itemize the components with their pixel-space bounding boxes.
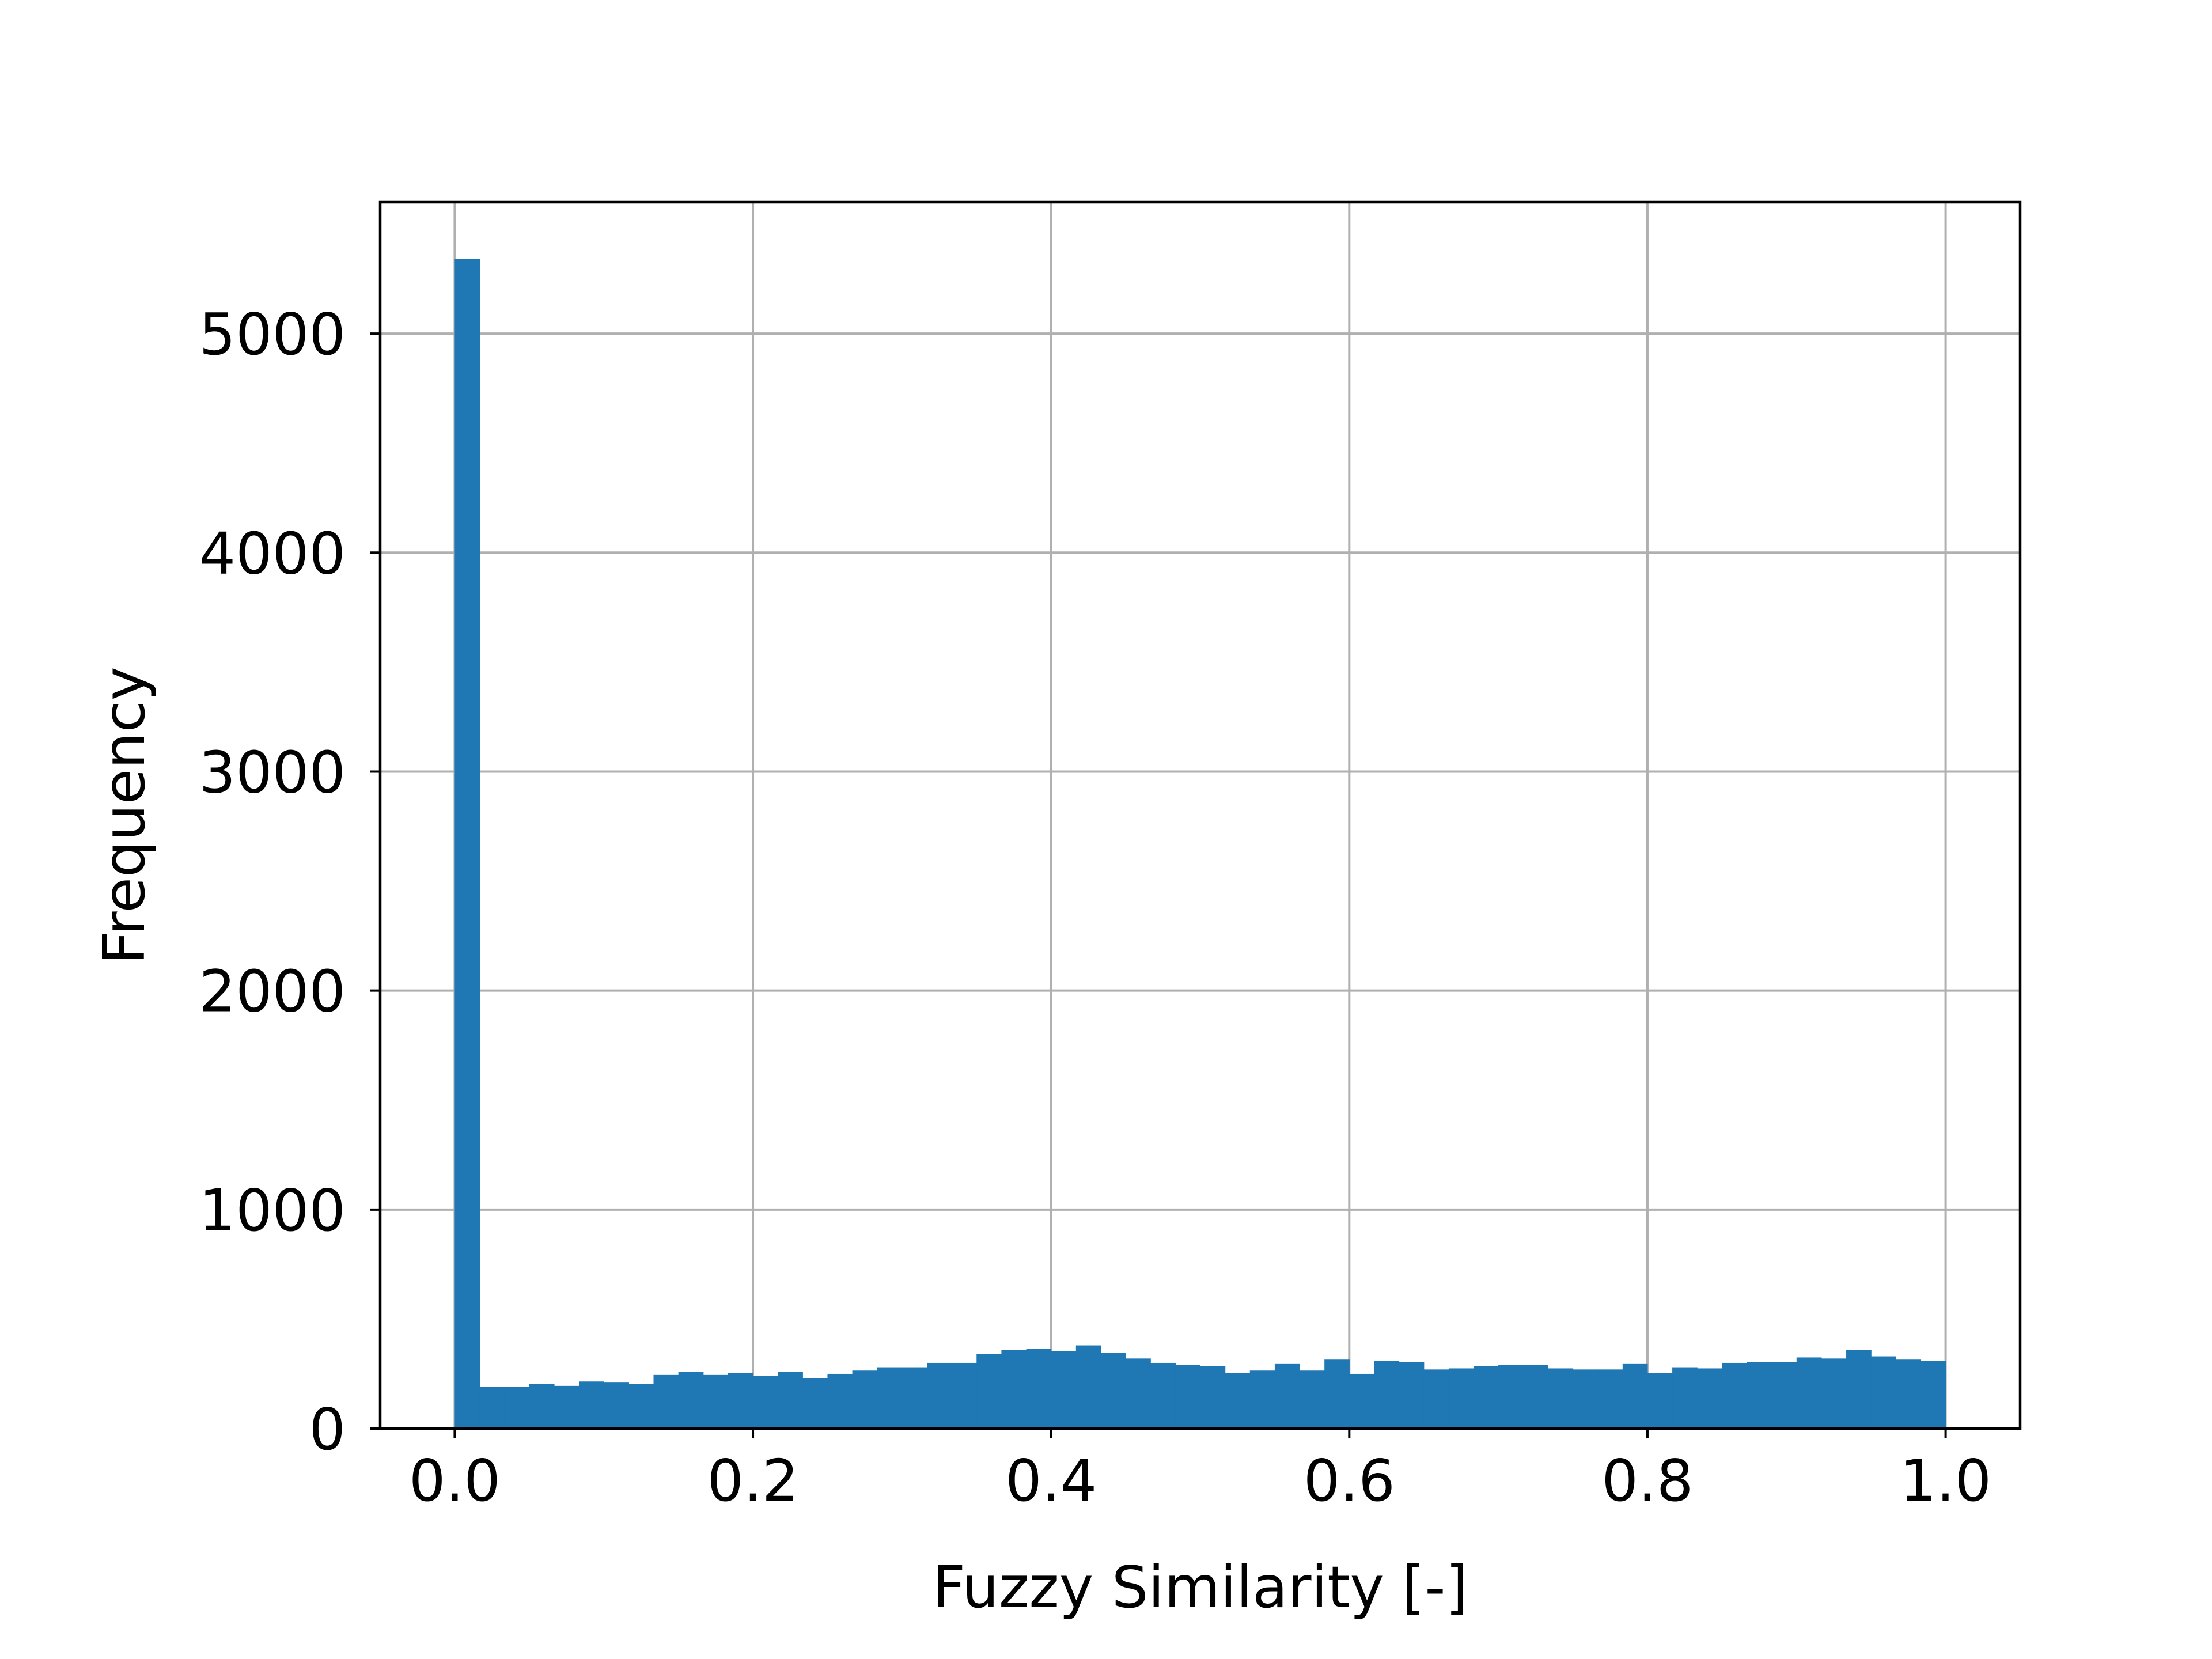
y-tick-label: 2000 bbox=[199, 958, 346, 1025]
histogram-bar bbox=[1175, 1365, 1201, 1429]
histogram-bar bbox=[1150, 1362, 1176, 1429]
histogram-bar bbox=[1075, 1345, 1101, 1429]
axes-frame bbox=[378, 200, 2022, 1430]
histogram-bar bbox=[1374, 1361, 1400, 1429]
histogram-bar bbox=[1498, 1365, 1524, 1429]
histogram-bar bbox=[1225, 1373, 1251, 1429]
x-axis-ticks: 0.0 0.2 0.4 0.6 0.8 1.0 bbox=[409, 1429, 1991, 1514]
histogram-bar bbox=[628, 1384, 654, 1429]
x-tick-label: 0.2 bbox=[707, 1447, 799, 1514]
histogram-bar bbox=[1399, 1362, 1425, 1429]
histogram-bar bbox=[1274, 1363, 1300, 1429]
histogram-bar bbox=[678, 1372, 704, 1429]
histogram-bar bbox=[1349, 1373, 1375, 1429]
histogram-bar bbox=[653, 1374, 679, 1429]
histogram-bar bbox=[529, 1384, 555, 1429]
histogram-bar bbox=[1474, 1366, 1499, 1429]
histogram-bar bbox=[1026, 1349, 1052, 1429]
histogram-bar bbox=[753, 1376, 778, 1429]
histogram-bar bbox=[1200, 1366, 1226, 1429]
histogram-bar bbox=[952, 1362, 977, 1429]
x-axis-label: Fuzzy Similarity [-] bbox=[932, 1554, 1468, 1621]
histogram-bar bbox=[1249, 1370, 1275, 1429]
histogram-bar bbox=[1548, 1368, 1574, 1429]
histogram-bar bbox=[604, 1382, 629, 1429]
histogram-bar bbox=[1126, 1358, 1151, 1429]
histogram-bar bbox=[1747, 1362, 1772, 1429]
histogram-bar bbox=[1647, 1373, 1673, 1429]
histogram-bar bbox=[1672, 1367, 1698, 1429]
histogram-bar bbox=[703, 1374, 729, 1429]
histogram-bar bbox=[1871, 1356, 1896, 1429]
histogram-bar bbox=[1324, 1359, 1350, 1429]
histogram-bar bbox=[554, 1385, 579, 1429]
histogram-bar bbox=[1300, 1370, 1325, 1429]
histogram-bars bbox=[454, 259, 1946, 1429]
histogram-bar bbox=[1697, 1368, 1722, 1429]
y-axis-ticks: 0 1000 2000 3000 4000 5000 bbox=[199, 301, 380, 1463]
x-tick-label: 0.8 bbox=[1601, 1447, 1693, 1514]
histogram-bar bbox=[1523, 1365, 1549, 1429]
y-tick-label: 1000 bbox=[199, 1177, 346, 1244]
histogram-bar bbox=[902, 1367, 927, 1429]
histogram-bar bbox=[1001, 1350, 1027, 1429]
x-tick-label: 0.6 bbox=[1304, 1447, 1395, 1514]
y-tick-label: 0 bbox=[309, 1396, 346, 1463]
histogram-bar bbox=[1771, 1362, 1797, 1429]
histogram-bar bbox=[1722, 1362, 1748, 1429]
histogram-bar bbox=[877, 1367, 903, 1429]
x-tick-label: 0.4 bbox=[1005, 1447, 1097, 1514]
y-tick-label: 5000 bbox=[199, 301, 346, 368]
histogram-bar bbox=[827, 1373, 853, 1429]
x-tick-label: 1.0 bbox=[1900, 1447, 1991, 1514]
histogram-bar bbox=[1051, 1351, 1077, 1429]
histogram-bar bbox=[504, 1387, 530, 1429]
y-tick-label: 4000 bbox=[199, 520, 346, 587]
histogram-bar bbox=[1448, 1368, 1474, 1429]
histogram-bar bbox=[479, 1387, 505, 1429]
histogram-bar bbox=[1423, 1369, 1449, 1429]
histogram-bar bbox=[927, 1362, 952, 1429]
histogram-bar bbox=[778, 1372, 803, 1429]
histogram-bar bbox=[454, 259, 480, 1429]
histogram-bar bbox=[1896, 1359, 1922, 1429]
x-tick-label: 0.0 bbox=[409, 1447, 501, 1514]
histogram-bar bbox=[579, 1381, 604, 1429]
y-axis-label: Frequency bbox=[90, 666, 158, 964]
histogram-bar bbox=[852, 1370, 878, 1429]
histogram-bar bbox=[1573, 1369, 1599, 1429]
histogram-bar bbox=[1622, 1363, 1648, 1429]
histogram-bar bbox=[1846, 1350, 1872, 1429]
histogram-bar bbox=[1921, 1361, 1946, 1429]
grid bbox=[380, 202, 2020, 1430]
histogram-bar bbox=[1796, 1357, 1822, 1429]
y-tick-label: 3000 bbox=[199, 738, 346, 806]
histogram-bar bbox=[802, 1378, 828, 1429]
histogram-bar bbox=[1821, 1358, 1847, 1429]
histogram-bar bbox=[976, 1354, 1002, 1429]
histogram-bar bbox=[1597, 1369, 1623, 1429]
histogram-bar bbox=[728, 1373, 753, 1429]
histogram-bar bbox=[1100, 1353, 1126, 1429]
